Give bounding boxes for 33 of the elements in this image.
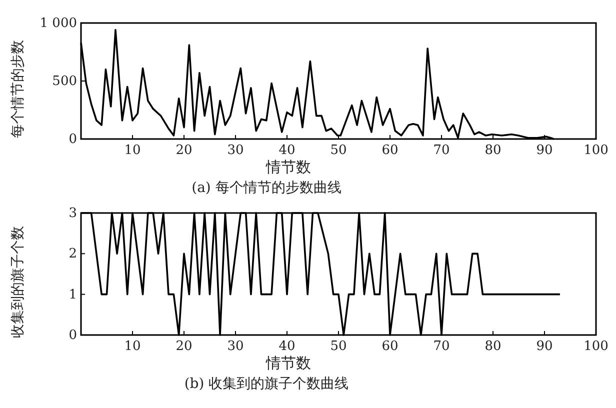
x-tick-label: 70 (433, 339, 450, 354)
y-tick-label: 500 (52, 74, 77, 89)
x-tick-label: 40 (278, 339, 296, 354)
y-axis-title: 收集到的旗子个数 (10, 226, 26, 338)
x-tick-label: 30 (227, 339, 244, 354)
text: (a) 每个情节的步数曲线 (192, 180, 342, 196)
x-tick-label: 60 (382, 143, 398, 158)
x-tick-label: 100 (584, 143, 608, 158)
y-tick-label: 2 (68, 246, 77, 262)
x-tick-label: 20 (176, 143, 192, 158)
y-tick-label: 1 000 (40, 16, 77, 31)
x-axis-title: 情节数 (265, 354, 311, 372)
x-axis-title: 情节数 (265, 158, 311, 176)
x-tick-label: 50 (330, 143, 347, 158)
x-tick-label: 80 (484, 339, 502, 354)
y-tick-label: 0 (68, 328, 77, 343)
y-tick-label: 3 (68, 206, 77, 221)
y-axis-title: 每个情节的步数 (10, 40, 26, 138)
x-tick-label: 90 (536, 339, 553, 354)
text: (b) 收集到的旗子个数曲线 (184, 376, 349, 392)
y-tick-label: 0 (68, 132, 77, 147)
x-tick-label: 70 (433, 143, 450, 158)
x-tick-label: 50 (330, 339, 347, 354)
x-tick-label: 20 (176, 339, 192, 354)
x-tick-label: 10 (124, 143, 141, 158)
x-tick-label: 60 (382, 339, 398, 354)
x-tick-label: 40 (278, 143, 296, 158)
x-tick-label: 100 (584, 339, 608, 354)
x-tick-label: 30 (227, 143, 244, 158)
y-tick-label: 1 (68, 287, 77, 302)
x-tick-label: 90 (536, 143, 553, 158)
x-tick-label: 80 (484, 143, 502, 158)
x-tick-label: 10 (124, 339, 141, 354)
